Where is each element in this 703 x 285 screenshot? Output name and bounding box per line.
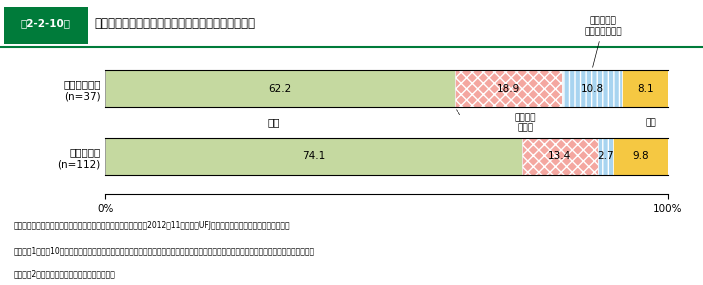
Bar (598, 138, 613, 175)
Text: 補助金・
助成金: 補助金・ 助成金 (515, 113, 536, 132)
Text: 第2-2-10図: 第2-2-10図 (20, 18, 71, 28)
Text: 出資: 出資 (645, 118, 656, 127)
Text: 18.9: 18.9 (497, 84, 520, 93)
Text: 融資: 融資 (268, 117, 280, 128)
Bar (622, 70, 668, 107)
Bar (562, 70, 622, 107)
Bar (105, 138, 522, 175)
Text: （注）　1．過去10年の間に新事業展開を実施し、直面した課題で「自己資金が不足」、「資金調達が困難」と回答した企業を集計している。: （注） 1．過去10年の間に新事業展開を実施し、直面した課題で「自己資金が不足」… (14, 247, 315, 256)
Bar (456, 70, 562, 107)
Text: 8.1: 8.1 (637, 84, 653, 93)
Text: 74.1: 74.1 (302, 152, 325, 162)
Text: 資料：中小企業庁委託「中小企業の新事業展開に関する調査」（2012年11月、三菱UFJリサーチ＆コンサルティング（株））: 資料：中小企業庁委託「中小企業の新事業展開に関する調査」（2012年11月、三菱… (14, 221, 290, 230)
Text: 13.4: 13.4 (548, 152, 572, 162)
Bar (522, 138, 598, 175)
Bar (613, 138, 668, 175)
FancyBboxPatch shape (4, 7, 88, 44)
Bar (105, 70, 456, 107)
Text: 2.7: 2.7 (597, 152, 614, 162)
Text: 資本性融資
（劣後ローン）: 資本性融資 （劣後ローン） (584, 17, 622, 67)
Text: 9.8: 9.8 (632, 152, 649, 162)
Text: 10.8: 10.8 (581, 84, 603, 93)
Text: 62.2: 62.2 (269, 84, 292, 93)
Text: 規模別の資金の調達方法として今後活用したいもの: 規模別の資金の調達方法として今後活用したいもの (95, 17, 256, 30)
Text: 2．「その他」を除いて集計している。: 2．「その他」を除いて集計している。 (14, 270, 116, 279)
